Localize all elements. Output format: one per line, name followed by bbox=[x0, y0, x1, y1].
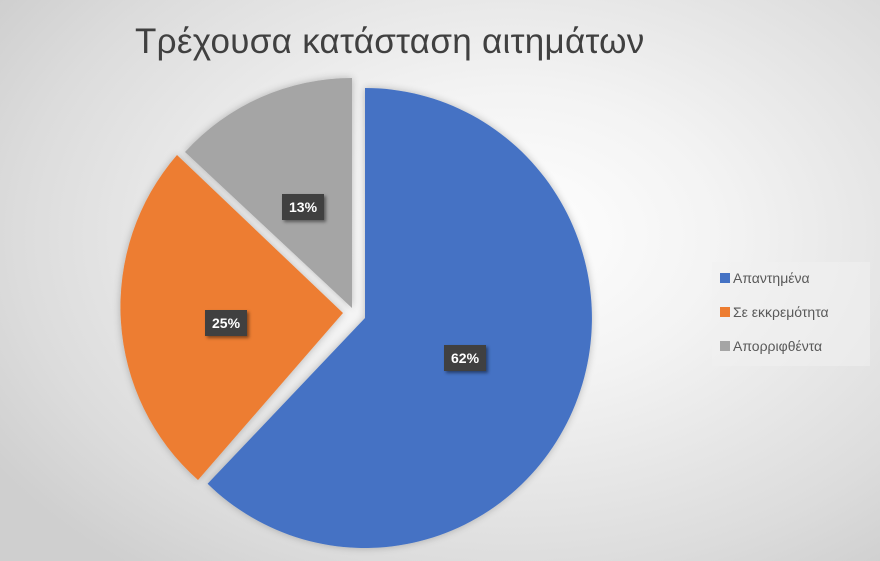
pie-slice-answered[interactable] bbox=[207, 88, 592, 548]
legend-label: Σε εκκρεμότητα bbox=[733, 304, 829, 320]
chart-legend: Απαντημένα Σε εκκρεμότητα Απορριφθέντα bbox=[712, 262, 870, 366]
legend-item-pending[interactable]: Σε εκκρεμότητα bbox=[720, 304, 829, 320]
data-label-answered: 62% bbox=[444, 345, 487, 371]
data-label-pending: 25% bbox=[205, 310, 248, 336]
legend-label: Απορριφθέντα bbox=[733, 338, 823, 354]
legend-swatch-blue-icon bbox=[720, 273, 730, 283]
legend-label: Απαντημένα bbox=[733, 270, 810, 286]
legend-item-rejected[interactable]: Απορριφθέντα bbox=[720, 338, 822, 354]
legend-swatch-orange-icon bbox=[720, 307, 730, 317]
legend-item-answered[interactable]: Απαντημένα bbox=[720, 270, 810, 286]
legend-swatch-gray-icon bbox=[720, 341, 730, 351]
pie-slice-rejected[interactable] bbox=[185, 77, 352, 309]
chart-title: Τρέχουσα κατάσταση αιτημάτων bbox=[135, 22, 645, 61]
data-label-rejected: 13% bbox=[282, 194, 325, 220]
